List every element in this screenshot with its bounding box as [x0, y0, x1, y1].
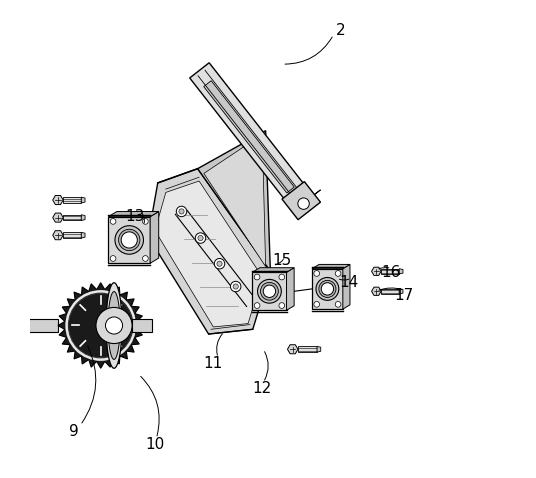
Circle shape — [217, 261, 222, 266]
Polygon shape — [148, 169, 270, 334]
Circle shape — [279, 303, 285, 308]
Circle shape — [198, 236, 203, 240]
Circle shape — [179, 209, 184, 214]
Circle shape — [69, 293, 133, 358]
Text: 15: 15 — [273, 253, 292, 268]
Polygon shape — [6, 319, 58, 332]
Polygon shape — [108, 217, 150, 263]
Polygon shape — [381, 289, 399, 294]
Circle shape — [195, 233, 206, 243]
Circle shape — [260, 282, 278, 300]
Polygon shape — [381, 269, 399, 274]
Text: 13: 13 — [125, 209, 145, 224]
Text: 10: 10 — [145, 437, 165, 452]
Circle shape — [254, 303, 260, 308]
Polygon shape — [81, 197, 85, 203]
Polygon shape — [190, 63, 313, 211]
Circle shape — [106, 317, 123, 334]
Ellipse shape — [108, 292, 120, 359]
Circle shape — [214, 259, 225, 269]
Text: 17: 17 — [394, 288, 413, 303]
Polygon shape — [58, 282, 144, 368]
Polygon shape — [294, 190, 321, 211]
Circle shape — [316, 278, 339, 300]
Polygon shape — [317, 347, 321, 352]
Polygon shape — [371, 267, 381, 275]
Polygon shape — [298, 347, 317, 352]
Text: 12: 12 — [252, 381, 272, 396]
Polygon shape — [198, 130, 270, 272]
Polygon shape — [312, 269, 343, 309]
Polygon shape — [312, 264, 350, 269]
Text: 11: 11 — [204, 356, 223, 371]
Circle shape — [321, 282, 333, 295]
Polygon shape — [252, 272, 287, 310]
Circle shape — [110, 256, 116, 261]
Polygon shape — [155, 181, 262, 327]
Circle shape — [115, 226, 144, 254]
Ellipse shape — [106, 282, 122, 368]
Polygon shape — [282, 182, 321, 220]
Circle shape — [335, 302, 341, 307]
Circle shape — [143, 256, 148, 261]
Circle shape — [233, 284, 239, 289]
Polygon shape — [53, 231, 63, 240]
Polygon shape — [53, 196, 63, 205]
Circle shape — [263, 285, 276, 297]
Polygon shape — [399, 269, 403, 274]
Text: 9: 9 — [69, 424, 79, 439]
Circle shape — [314, 271, 319, 276]
Circle shape — [314, 302, 319, 307]
Polygon shape — [204, 134, 266, 267]
Circle shape — [110, 218, 116, 224]
Text: 2: 2 — [336, 23, 346, 38]
Circle shape — [118, 229, 140, 250]
Polygon shape — [399, 289, 403, 294]
Circle shape — [335, 271, 341, 276]
Polygon shape — [287, 268, 294, 310]
Circle shape — [121, 232, 137, 248]
Polygon shape — [150, 212, 159, 263]
Circle shape — [254, 274, 260, 280]
Circle shape — [257, 280, 281, 303]
Circle shape — [298, 198, 309, 209]
Text: 14: 14 — [339, 275, 359, 290]
Polygon shape — [252, 268, 294, 272]
Polygon shape — [53, 213, 63, 222]
Polygon shape — [81, 232, 85, 238]
Polygon shape — [63, 215, 81, 220]
Polygon shape — [371, 287, 381, 295]
Polygon shape — [63, 197, 81, 203]
Circle shape — [143, 218, 148, 224]
Polygon shape — [343, 264, 350, 309]
Circle shape — [65, 290, 136, 361]
Polygon shape — [204, 81, 294, 193]
Polygon shape — [81, 215, 85, 220]
Polygon shape — [287, 345, 298, 354]
Circle shape — [319, 280, 336, 297]
Polygon shape — [132, 319, 152, 332]
Text: 16: 16 — [381, 265, 400, 280]
Circle shape — [279, 274, 285, 280]
Polygon shape — [63, 232, 81, 238]
Circle shape — [230, 281, 241, 292]
Polygon shape — [108, 212, 159, 217]
Circle shape — [96, 307, 132, 344]
Circle shape — [176, 206, 187, 217]
